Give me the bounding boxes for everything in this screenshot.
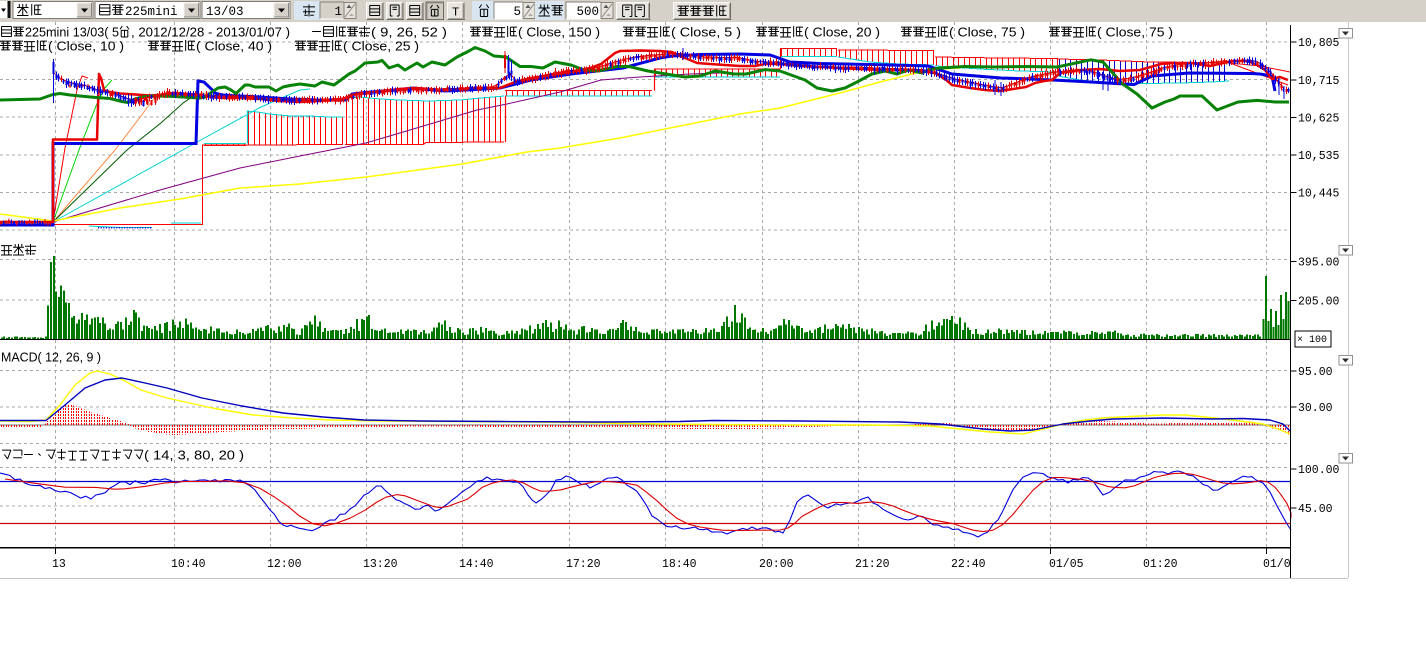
svg-text:( Close, 75 ): ( Close, 75 ) [1097,26,1173,40]
svg-text:1: 1 [334,5,342,19]
svg-text:395.00: 395.00 [1298,257,1340,270]
svg-text:01:20: 01:20 [1143,558,1178,571]
svg-text:18:40: 18:40 [662,558,697,571]
svg-text:( 9, 26, 52 ): ( 9, 26, 52 ) [371,26,447,40]
svg-text:12:00: 12:00 [267,558,302,571]
svg-text:( Close, 25 ): ( Close, 25 ) [343,40,419,54]
svg-text:T: T [452,6,459,20]
svg-text:13:20: 13:20 [363,558,398,571]
svg-text:( Close, 75 ): ( Close, 75 ) [949,26,1025,40]
svg-text:22:40: 22:40 [951,558,986,571]
svg-text:( 14, 3, 80, 20 ): ( 14, 3, 80, 20 ) [144,449,244,463]
svg-text:14:40: 14:40 [459,558,494,571]
svg-text:95.00: 95.00 [1298,366,1333,379]
svg-text:17:20: 17:20 [566,558,601,571]
svg-text:( Close, 150 ): ( Close, 150 ) [518,26,600,40]
svg-text:500: 500 [576,5,599,19]
svg-text:× 100: × 100 [1297,335,1327,346]
svg-text:10,445: 10,445 [1298,188,1340,201]
svg-text:( Close, 20 ): ( Close, 20 ) [804,26,880,40]
svg-text:10,805: 10,805 [1298,37,1340,50]
svg-text:100.00: 100.00 [1298,464,1340,477]
svg-text:225mini: 225mini [125,5,178,19]
svg-text:10,715: 10,715 [1298,75,1340,88]
svg-text:225mini 13/03( 5: 225mini 13/03( 5 [25,26,119,40]
svg-text:30.00: 30.00 [1298,402,1333,415]
svg-text:5: 5 [513,5,521,19]
svg-text:45.00: 45.00 [1298,503,1333,516]
svg-text:21:20: 21:20 [855,558,890,571]
svg-text:10,625: 10,625 [1298,113,1340,126]
svg-text:13/03: 13/03 [206,5,244,19]
svg-text:( Close, 10 ): ( Close, 10 ) [48,40,124,54]
svg-text:20:00: 20:00 [759,558,794,571]
svg-text:( Close, 5 ): ( Close, 5 ) [671,26,741,40]
svg-text:, 2012/12/28 - 2013/01/07 ): , 2012/12/28 - 2013/01/07 ) [131,26,290,40]
svg-text:10:40: 10:40 [171,558,206,571]
svg-text:205.00: 205.00 [1298,296,1340,309]
svg-text:13: 13 [52,558,66,571]
svg-text:( Close, 40 ): ( Close, 40 ) [196,40,272,54]
svg-text:MACD( 12, 26, 9 ): MACD( 12, 26, 9 ) [1,351,101,365]
svg-text:01/0: 01/0 [1263,558,1291,571]
svg-text:10,535: 10,535 [1298,150,1340,163]
svg-text:01/05: 01/05 [1049,558,1084,571]
